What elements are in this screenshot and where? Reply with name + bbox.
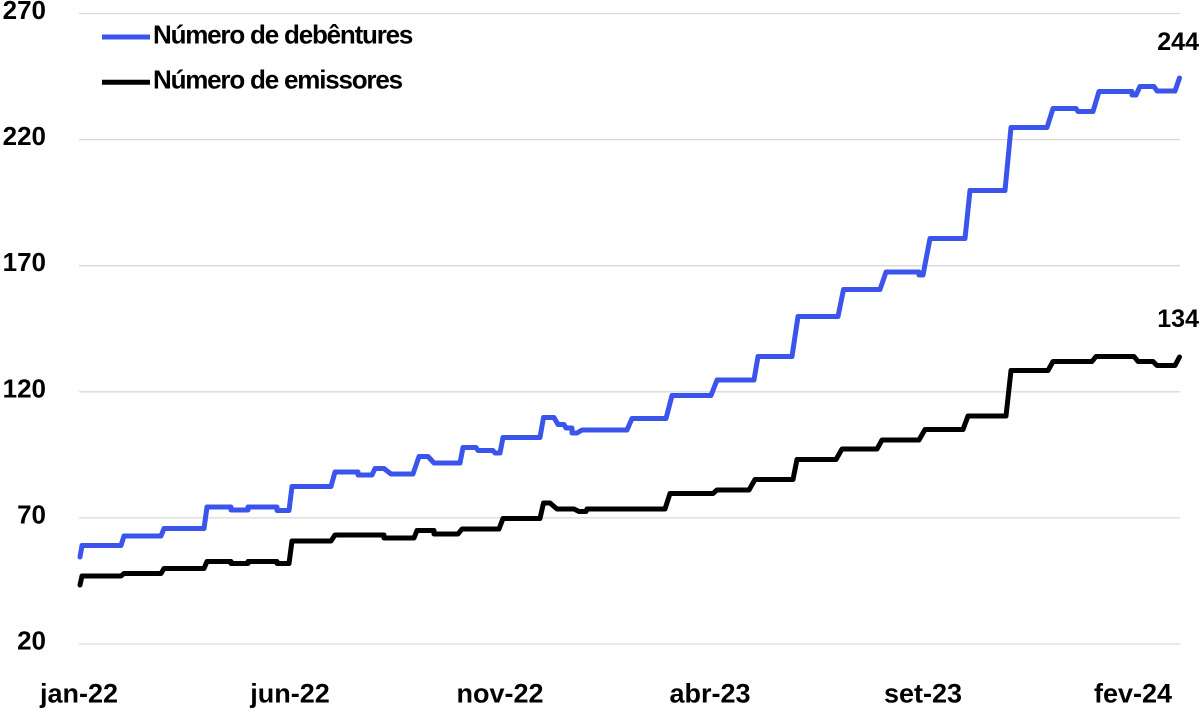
- svg-text:244: 244: [1157, 28, 1199, 56]
- svg-text:134: 134: [1157, 305, 1199, 333]
- svg-text:Número de debêntures: Número de debêntures: [153, 20, 413, 50]
- svg-text:20: 20: [17, 626, 46, 656]
- svg-text:jun-22: jun-22: [249, 679, 330, 709]
- svg-text:70: 70: [17, 499, 46, 529]
- svg-text:fev-24: fev-24: [1094, 679, 1172, 709]
- svg-text:jan-22: jan-22: [39, 679, 118, 709]
- svg-text:220: 220: [3, 121, 46, 151]
- svg-text:170: 170: [3, 247, 46, 277]
- svg-text:set-23: set-23: [884, 679, 962, 709]
- svg-text:abr-23: abr-23: [669, 679, 750, 709]
- svg-text:nov-22: nov-22: [456, 679, 543, 709]
- svg-text:Número de emissores: Número de emissores: [153, 65, 403, 95]
- svg-text:270: 270: [3, 0, 46, 25]
- svg-text:120: 120: [3, 373, 46, 403]
